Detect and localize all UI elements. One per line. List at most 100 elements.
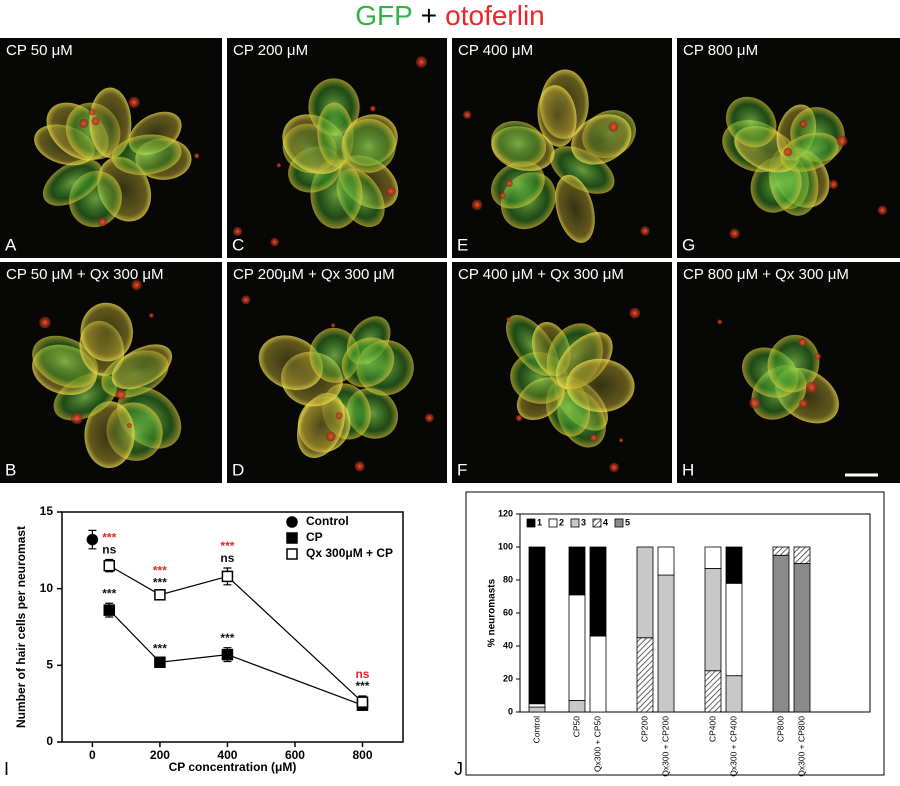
- image-panel: CP 400 μM E: [452, 38, 672, 258]
- x-tick-label: 800: [352, 748, 372, 762]
- cell-blob: [341, 118, 396, 173]
- y-axis-label: % neuromasts: [487, 578, 498, 647]
- title-otoferlin: otoferlin: [445, 0, 545, 31]
- red-speck: [717, 319, 723, 325]
- data-point: [221, 570, 234, 583]
- bar-segment: [636, 546, 654, 639]
- significance-label: ***: [102, 586, 116, 600]
- cell-blob: [537, 85, 577, 147]
- bar-segment: [568, 546, 586, 596]
- x-tick-label: Control: [531, 716, 541, 744]
- x-tick-label: CP200: [639, 716, 649, 742]
- red-speck: [126, 422, 133, 428]
- red-speck: [783, 147, 793, 157]
- cell-blob: [555, 174, 595, 243]
- significance-label: ***: [355, 679, 369, 693]
- red-speck: [805, 381, 818, 394]
- y-axis-label: Number of hair cells per neuromast: [14, 526, 28, 728]
- cell-blob: [258, 335, 324, 390]
- panel-letter: J: [454, 759, 463, 779]
- bar-segment: [772, 546, 790, 556]
- data-point: [221, 648, 234, 661]
- panel-letter: H: [682, 460, 694, 479]
- bar-segment: [793, 546, 811, 564]
- data-point: [103, 559, 116, 572]
- red-speck: [797, 338, 807, 347]
- y-tick-label: 100: [498, 541, 513, 551]
- red-speck: [877, 205, 888, 215]
- red-speck: [505, 179, 513, 188]
- red-speck: [749, 397, 761, 409]
- cell-blob: [89, 87, 132, 159]
- red-speck: [335, 412, 343, 420]
- red-speck: [499, 192, 506, 199]
- significance-label: ***: [153, 576, 167, 590]
- bar-segment: [725, 546, 743, 584]
- x-axis-label: CP concentration (μM): [169, 760, 297, 774]
- bar-segment: [657, 546, 675, 576]
- red-speck: [836, 135, 848, 147]
- image-panel: CP 400 μM + Qx 300 μM F: [452, 262, 672, 483]
- y-tick-label: 120: [498, 508, 513, 518]
- red-speck: [148, 312, 154, 318]
- legend-swatch: [614, 518, 624, 528]
- legend-label: CP: [306, 530, 323, 544]
- red-speck: [233, 226, 243, 237]
- cell-blob: [111, 134, 182, 175]
- x-tick-label: Qx300 + CP800: [796, 716, 806, 777]
- red-speck: [799, 399, 808, 408]
- legend-marker: [286, 548, 298, 560]
- y-tick-label: 0: [46, 734, 53, 748]
- red-speck: [386, 186, 396, 196]
- red-speck: [608, 121, 619, 132]
- panel-caption: CP 800 μM + Qx 300 μM: [683, 266, 849, 283]
- cell-blob: [566, 358, 635, 413]
- red-speck: [131, 279, 142, 291]
- red-speck: [729, 228, 740, 239]
- panel-caption: CP 800 μM: [683, 42, 758, 59]
- bar-segment: [793, 563, 811, 713]
- panel-letter: G: [682, 235, 695, 254]
- red-speck: [128, 96, 140, 108]
- bar-segment: [568, 700, 586, 713]
- significance-label: ns: [102, 543, 116, 557]
- cell-blob: [111, 344, 173, 390]
- cell-blob: [84, 401, 135, 469]
- bar-segment: [528, 706, 546, 713]
- data-point: [86, 533, 99, 546]
- title-plus: +: [421, 0, 437, 31]
- cell-blob: [767, 334, 820, 393]
- red-speck: [241, 295, 251, 305]
- bar-segment: [772, 554, 790, 713]
- legend-marker: [286, 516, 298, 528]
- series-line: [108, 565, 363, 703]
- legend-label: Control: [306, 514, 349, 528]
- significance-label: ns: [220, 551, 234, 565]
- cell-blob: [725, 96, 777, 148]
- red-speck: [91, 117, 100, 126]
- cell-blob: [341, 337, 395, 388]
- panel-letter: D: [232, 460, 244, 479]
- bar-segment: [589, 546, 607, 637]
- panel-caption: CP 400 μM + Qx 300 μM: [458, 266, 624, 283]
- bar-segment: [725, 582, 743, 677]
- significance-label: ***: [153, 642, 167, 656]
- red-speck: [471, 199, 483, 211]
- x-tick-label: 0: [89, 748, 96, 762]
- significance-label: ***: [220, 539, 234, 553]
- x-tick-label: Qx300 + CP50: [592, 716, 602, 772]
- image-panel: CP 50 μM + Qx 300 μM B: [0, 262, 222, 483]
- red-speck: [115, 389, 126, 400]
- x-tick-label: 600: [285, 748, 305, 762]
- legend-label: 5: [625, 517, 630, 527]
- panel-letter: A: [5, 235, 17, 254]
- red-speck: [71, 412, 83, 425]
- y-tick-label: 5: [46, 658, 53, 672]
- red-speck: [609, 462, 619, 473]
- x-tick-label: 200: [150, 748, 170, 762]
- data-point: [356, 696, 369, 708]
- red-speck: [640, 226, 650, 236]
- panel-caption: CP 200 μM: [233, 42, 308, 59]
